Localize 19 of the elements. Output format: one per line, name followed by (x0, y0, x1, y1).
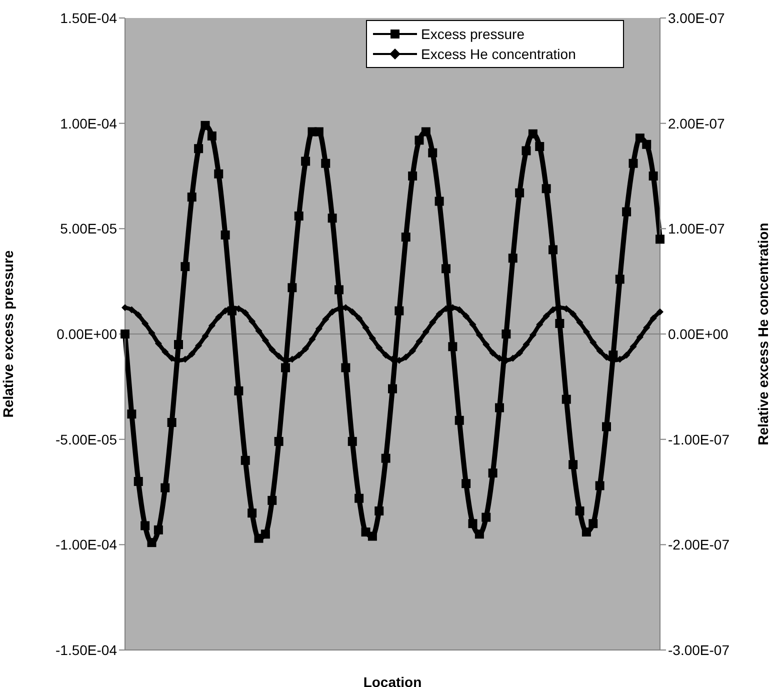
y2-tick-label: -2.00E-07 (668, 536, 730, 553)
y2-tick-label: -1.00E-07 (668, 431, 730, 448)
y-axis-title: Relative excess pressure (0, 250, 16, 418)
x-axis-title: Location (363, 674, 422, 687)
y-tick-label: -1.50E-04 (56, 642, 118, 658)
y-tick-label: -5.00E-05 (56, 431, 118, 448)
y2-tick-label: 0.00E+00 (668, 326, 729, 342)
y2-tick-label: 3.00E-07 (668, 10, 726, 26)
y2-tick-label: -3.00E-07 (668, 642, 730, 658)
y-tick-label: 1.00E-04 (60, 115, 118, 132)
y-tick-label: 0.00E+00 (56, 326, 118, 342)
legend-label: Excess He concentration (421, 46, 576, 62)
y2-axis-title: Relative excess He concentration (754, 222, 771, 446)
y2-tick-label: 2.00E-07 (668, 115, 726, 132)
y-tick-label: 5.00E-05 (60, 220, 118, 237)
y2-tick-label: 1.00E-07 (668, 220, 726, 237)
y-tick-label: 1.50E-04 (60, 10, 118, 26)
legend-label: Excess pressure (421, 26, 524, 42)
y-tick-label: -1.00E-04 (56, 536, 118, 553)
